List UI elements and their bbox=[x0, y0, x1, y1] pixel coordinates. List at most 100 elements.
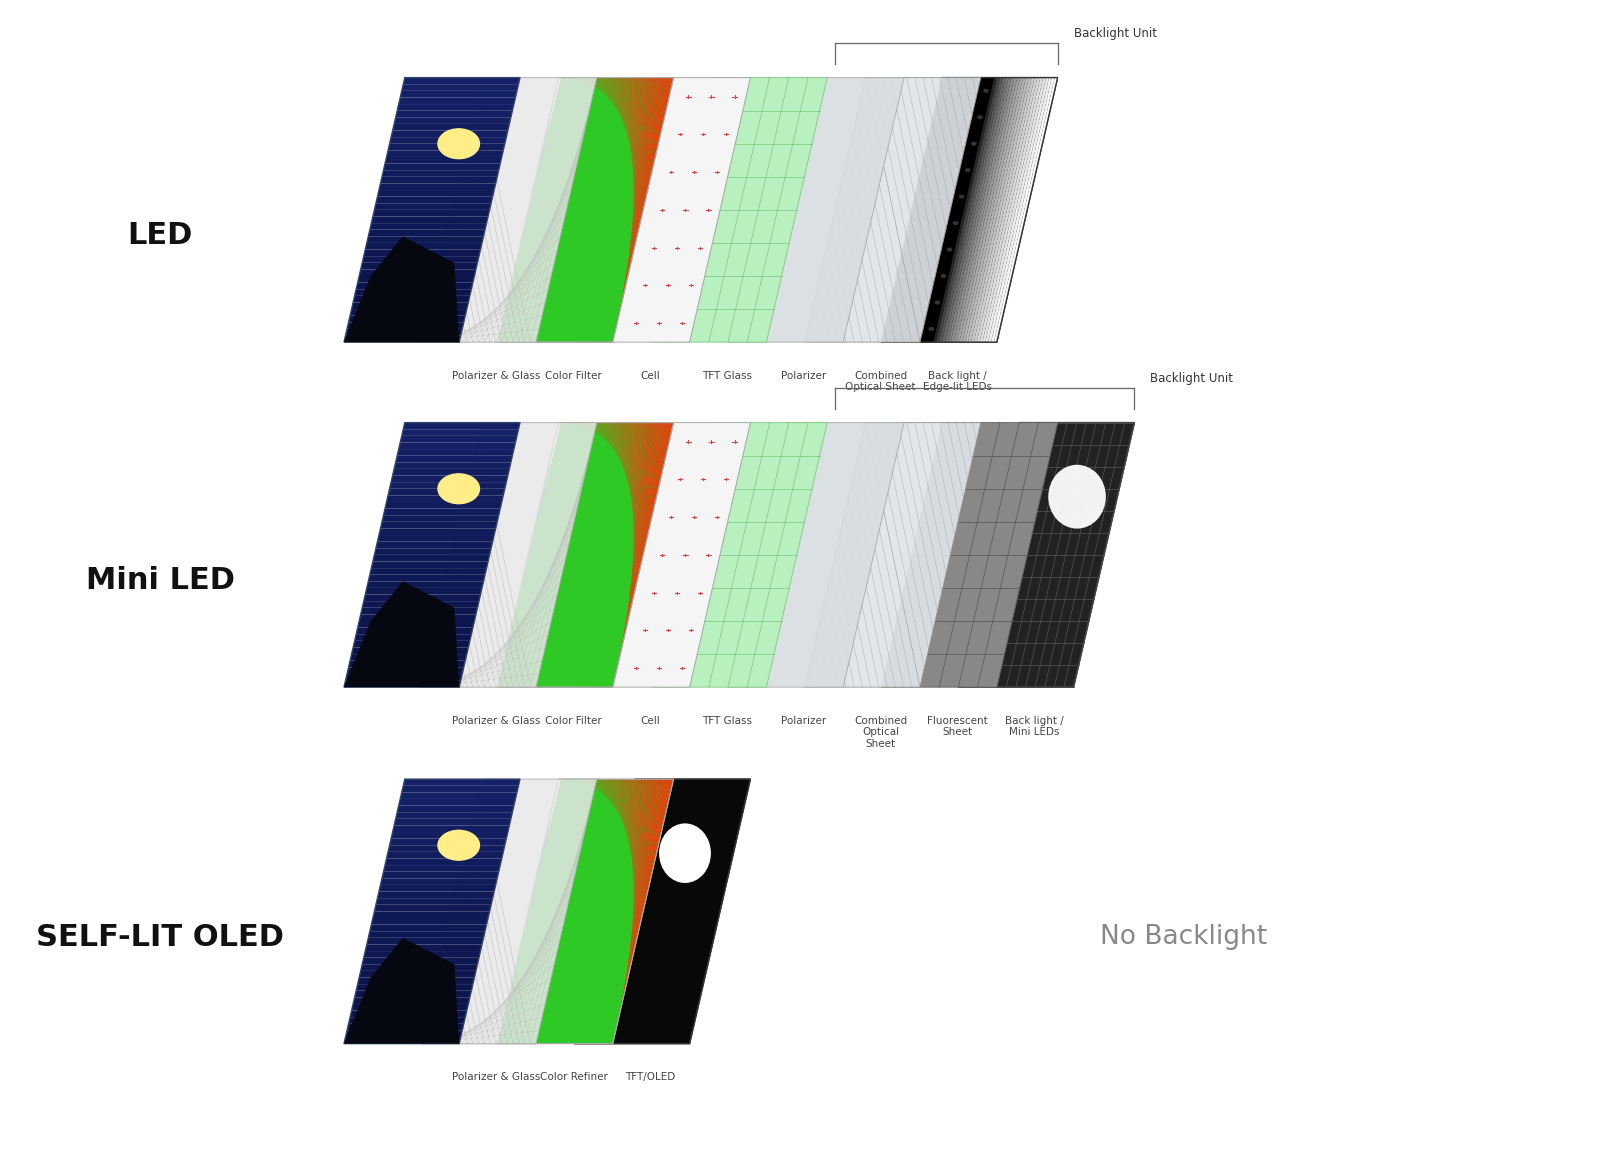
Polygon shape bbox=[624, 422, 653, 641]
Polygon shape bbox=[523, 482, 544, 688]
Polygon shape bbox=[728, 422, 904, 688]
Polygon shape bbox=[501, 429, 557, 688]
Polygon shape bbox=[630, 78, 638, 262]
Text: Combined
Optical
Sheet: Combined Optical Sheet bbox=[854, 715, 907, 749]
Polygon shape bbox=[392, 469, 509, 476]
Polygon shape bbox=[595, 78, 654, 170]
Polygon shape bbox=[498, 780, 672, 1044]
Polygon shape bbox=[570, 780, 667, 812]
Polygon shape bbox=[979, 77, 1043, 343]
Polygon shape bbox=[614, 422, 670, 681]
Polygon shape bbox=[629, 780, 642, 971]
Polygon shape bbox=[394, 117, 510, 124]
Polygon shape bbox=[530, 151, 542, 343]
Polygon shape bbox=[621, 780, 659, 1011]
Circle shape bbox=[982, 89, 989, 93]
Polygon shape bbox=[515, 462, 549, 688]
Polygon shape bbox=[526, 144, 544, 343]
Polygon shape bbox=[502, 1018, 605, 1044]
Polygon shape bbox=[502, 660, 605, 688]
Circle shape bbox=[936, 247, 942, 252]
Circle shape bbox=[952, 89, 958, 93]
Polygon shape bbox=[622, 780, 656, 1004]
Circle shape bbox=[960, 141, 966, 146]
Polygon shape bbox=[962, 77, 1026, 343]
Polygon shape bbox=[594, 422, 656, 508]
Polygon shape bbox=[618, 422, 666, 667]
Circle shape bbox=[957, 115, 962, 120]
Polygon shape bbox=[616, 422, 667, 674]
Polygon shape bbox=[528, 204, 555, 343]
Polygon shape bbox=[520, 237, 570, 343]
Polygon shape bbox=[579, 780, 662, 833]
Polygon shape bbox=[509, 450, 552, 688]
Polygon shape bbox=[528, 905, 555, 1044]
Polygon shape bbox=[370, 223, 486, 230]
Circle shape bbox=[893, 300, 899, 305]
Polygon shape bbox=[507, 997, 595, 1044]
Polygon shape bbox=[626, 780, 651, 991]
Polygon shape bbox=[358, 621, 474, 628]
Polygon shape bbox=[618, 78, 666, 322]
Text: Polarizer: Polarizer bbox=[781, 715, 827, 726]
Polygon shape bbox=[922, 77, 986, 343]
Circle shape bbox=[907, 327, 914, 331]
Polygon shape bbox=[371, 918, 488, 925]
Polygon shape bbox=[379, 886, 496, 891]
Polygon shape bbox=[502, 660, 605, 688]
Polygon shape bbox=[622, 780, 640, 932]
Polygon shape bbox=[350, 654, 467, 660]
Text: Backlight Unit: Backlight Unit bbox=[1150, 371, 1234, 384]
Polygon shape bbox=[526, 911, 558, 1044]
Polygon shape bbox=[613, 78, 645, 209]
Polygon shape bbox=[506, 302, 598, 343]
Polygon shape bbox=[622, 78, 656, 302]
Polygon shape bbox=[525, 918, 562, 1044]
Polygon shape bbox=[395, 455, 512, 462]
Polygon shape bbox=[509, 635, 592, 688]
Circle shape bbox=[944, 168, 950, 172]
Polygon shape bbox=[498, 1037, 613, 1044]
Polygon shape bbox=[965, 77, 1029, 343]
Polygon shape bbox=[526, 209, 558, 343]
Polygon shape bbox=[384, 163, 501, 170]
Polygon shape bbox=[509, 450, 552, 688]
Polygon shape bbox=[629, 78, 642, 269]
Polygon shape bbox=[523, 568, 563, 688]
Polygon shape bbox=[515, 601, 578, 688]
Polygon shape bbox=[534, 865, 539, 1044]
Polygon shape bbox=[627, 780, 648, 984]
Polygon shape bbox=[498, 422, 672, 688]
Polygon shape bbox=[624, 422, 638, 582]
Polygon shape bbox=[510, 628, 590, 688]
Polygon shape bbox=[531, 535, 549, 688]
Polygon shape bbox=[509, 805, 552, 1044]
Circle shape bbox=[939, 141, 946, 146]
Polygon shape bbox=[594, 780, 656, 865]
Polygon shape bbox=[525, 216, 562, 343]
Polygon shape bbox=[514, 964, 581, 1044]
Polygon shape bbox=[534, 177, 544, 343]
Polygon shape bbox=[536, 515, 541, 688]
Polygon shape bbox=[958, 422, 1134, 688]
Polygon shape bbox=[498, 681, 613, 688]
Polygon shape bbox=[896, 77, 960, 343]
Polygon shape bbox=[605, 780, 650, 891]
Polygon shape bbox=[349, 660, 466, 667]
Polygon shape bbox=[518, 944, 573, 1044]
Polygon shape bbox=[610, 780, 646, 905]
Polygon shape bbox=[989, 77, 1051, 343]
Polygon shape bbox=[504, 654, 602, 688]
Polygon shape bbox=[387, 852, 504, 858]
Polygon shape bbox=[890, 77, 954, 343]
Polygon shape bbox=[626, 78, 651, 289]
Polygon shape bbox=[587, 422, 659, 496]
Polygon shape bbox=[526, 911, 558, 1044]
Polygon shape bbox=[605, 78, 650, 190]
Polygon shape bbox=[584, 422, 659, 489]
Polygon shape bbox=[347, 1024, 464, 1030]
Polygon shape bbox=[346, 1030, 462, 1037]
Polygon shape bbox=[566, 422, 669, 450]
Polygon shape bbox=[594, 780, 656, 865]
Polygon shape bbox=[357, 984, 474, 990]
